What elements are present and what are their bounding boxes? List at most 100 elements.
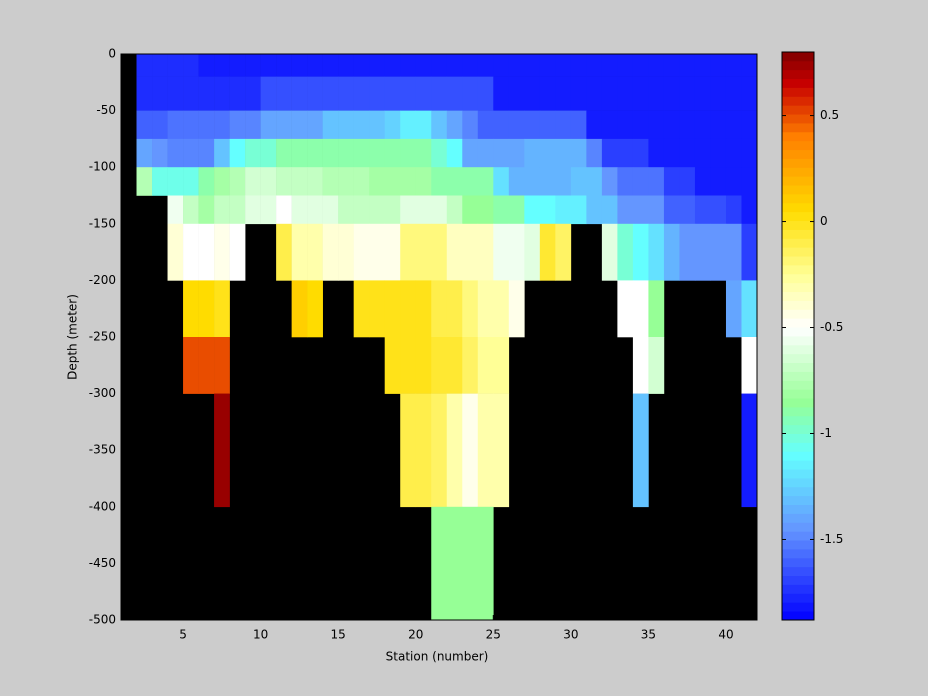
heatmap-cell — [400, 337, 417, 394]
heatmap-cell — [446, 280, 463, 338]
heatmap-cell — [260, 54, 277, 77]
colorbar-swatch — [782, 531, 814, 541]
colorbar-swatch — [782, 451, 814, 461]
heatmap-cell — [570, 138, 587, 168]
heatmap-cell — [260, 195, 277, 225]
heatmap-cell — [245, 76, 261, 111]
heatmap-cell — [446, 195, 463, 225]
heatmap-cell — [694, 76, 711, 111]
heatmap-cell — [741, 393, 758, 508]
heatmap-cell — [524, 138, 541, 168]
heatmap-cell — [725, 138, 742, 168]
heatmap-cell — [152, 76, 168, 111]
y-tick-label: -100 — [89, 160, 116, 174]
heatmap-cell — [446, 138, 463, 168]
heatmap-cell — [725, 54, 742, 77]
y-tick-label: -500 — [89, 613, 116, 627]
heatmap-cell — [679, 167, 696, 196]
heatmap-cell — [198, 167, 215, 196]
heatmap-cell — [493, 195, 510, 225]
colorbar-swatch — [782, 131, 814, 142]
heatmap-cell — [291, 223, 308, 281]
colorbar-swatch — [782, 602, 814, 612]
heatmap-cell — [291, 195, 308, 225]
heatmap-cell — [353, 167, 370, 196]
heatmap-cell — [322, 138, 339, 168]
heatmap-cell — [477, 110, 494, 140]
heatmap-cell — [198, 195, 215, 225]
heatmap-cell — [508, 138, 525, 168]
heatmap-cell — [539, 54, 556, 77]
heatmap-cell — [183, 280, 199, 338]
heatmap-cell — [446, 167, 463, 196]
heatmap-cell — [493, 110, 510, 140]
heatmap-cell — [245, 167, 261, 196]
heatmap-cell — [493, 76, 510, 111]
heatmap-cell — [214, 138, 230, 168]
heatmap-cell — [152, 110, 168, 140]
x-axis-label: Station (number) — [386, 650, 489, 664]
heatmap-cell — [679, 76, 696, 111]
y-tick-label: -200 — [89, 273, 116, 287]
heatmap-cell — [245, 138, 261, 168]
heatmap-cell — [462, 280, 479, 338]
colorbar-swatch — [782, 415, 814, 426]
heatmap-cell — [617, 76, 634, 111]
heatmap-cell — [462, 167, 479, 196]
heatmap-cell — [555, 76, 572, 111]
heatmap-cell — [136, 54, 153, 77]
colorbar-swatch — [782, 566, 814, 577]
colorbar-swatch — [782, 495, 814, 506]
heatmap-cell — [648, 138, 665, 168]
heatmap-cell — [198, 337, 215, 394]
heatmap-cell — [260, 110, 277, 140]
colorbar-swatch — [782, 398, 814, 408]
heatmap-cell — [493, 167, 510, 196]
heatmap-cell — [508, 54, 525, 77]
heatmap-cell — [648, 337, 665, 394]
heatmap-cell — [632, 138, 649, 168]
heatmap-cell — [183, 110, 199, 140]
heatmap-cell — [493, 138, 510, 168]
heatmap-cell — [446, 54, 463, 77]
heatmap-cell — [276, 76, 292, 111]
heatmap-cell — [167, 195, 184, 225]
heatmap-cell — [384, 195, 401, 225]
heatmap-cell — [136, 110, 153, 140]
colorbar-swatch — [782, 442, 814, 452]
colorbar-swatch — [782, 611, 814, 621]
heatmap-cell — [152, 167, 168, 196]
heatmap-cell — [617, 195, 634, 225]
heatmap-cell — [477, 393, 494, 508]
heatmap-cell — [725, 76, 742, 111]
heatmap-cell — [632, 337, 649, 394]
colorbar-swatch — [782, 256, 814, 266]
heatmap-cell — [446, 506, 463, 621]
heatmap-cell — [586, 167, 603, 196]
heatmap-cell — [694, 138, 711, 168]
heatmap-cell — [431, 76, 448, 111]
heatmap-cell — [679, 54, 696, 77]
colorbar-swatch — [782, 362, 814, 372]
heatmap-cell — [508, 76, 525, 111]
heatmap-cell — [400, 138, 417, 168]
heatmap-cell — [617, 110, 634, 140]
x-tick-label: 10 — [253, 628, 268, 642]
heatmap-cell — [276, 167, 292, 196]
heatmap-cell — [400, 76, 417, 111]
heatmap-cell — [648, 195, 665, 225]
heatmap-cell — [369, 138, 386, 168]
colorbar-swatch — [782, 433, 814, 443]
colorbar-swatch — [782, 557, 814, 568]
heatmap-cell — [322, 167, 339, 196]
heatmap-cell — [555, 54, 572, 77]
heatmap-cell — [632, 110, 649, 140]
heatmap-cell — [214, 223, 230, 281]
heatmap-cell — [679, 223, 696, 281]
heatmap-cell — [229, 138, 246, 168]
heatmap-cell — [167, 54, 184, 77]
colorbar-swatch — [782, 176, 814, 186]
heatmap-cell — [555, 167, 572, 196]
heatmap-cell — [338, 223, 354, 281]
heatmap-cell — [291, 280, 308, 338]
